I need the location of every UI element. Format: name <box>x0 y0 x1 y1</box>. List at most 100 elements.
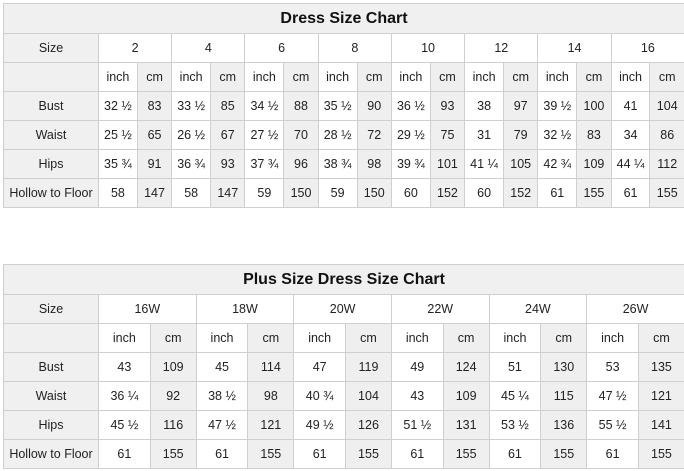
size-header: 16 <box>610 33 684 63</box>
inch-value: 35 ¾ <box>98 149 138 179</box>
size-header-row: Size 2 4 6 8 10 12 14 16 <box>3 33 684 63</box>
cm-value: 130 <box>540 352 588 382</box>
cm-value: 85 <box>210 91 246 121</box>
unit-cm-header: cm <box>247 323 295 353</box>
unit-cm-header: cm <box>637 323 684 353</box>
inch-value: 31 <box>464 120 504 150</box>
unit-inch-header: inch <box>586 323 639 353</box>
size-header: 14 <box>537 33 612 63</box>
inch-value: 33 ½ <box>171 91 212 121</box>
cm-value: 100 <box>576 91 612 121</box>
unit-cm-header: cm <box>210 62 246 92</box>
cm-value: 109 <box>149 352 197 382</box>
unit-inch-header: inch <box>317 62 358 92</box>
cm-value: 119 <box>345 352 392 382</box>
size-header: 12 <box>464 33 539 63</box>
inch-value: 27 ½ <box>244 120 285 150</box>
cm-value: 155 <box>637 439 684 469</box>
unit-cm-header: cm <box>502 62 539 92</box>
row-label: Hips <box>3 410 99 440</box>
inch-value: 61 <box>488 439 542 469</box>
inch-value: 42 ¾ <box>537 149 578 179</box>
inch-value: 51 ½ <box>390 410 444 440</box>
inch-value: 41 <box>610 91 651 121</box>
table-row: Hollow to Floor 58 147 58 147 59 150 59 150 60 152… <box>3 178 684 208</box>
inch-value: 51 <box>488 352 542 382</box>
cm-value: 104 <box>649 91 684 121</box>
inch-value: 61 <box>610 178 651 208</box>
table-row: Hips 45 ½ 116 47 ½ 121 49 ½ 126 51 ½ 131 53 ½ 136 5… <box>3 410 684 440</box>
cm-value: 155 <box>149 439 197 469</box>
unit-inch-header: inch <box>244 62 285 92</box>
inch-value: 61 <box>195 439 249 469</box>
size-header-row: Size 16W 18W 20W 22W 24W 26W <box>3 294 684 324</box>
cm-value: 105 <box>502 149 539 179</box>
cm-value: 124 <box>442 352 490 382</box>
inch-value: 53 ½ <box>488 410 542 440</box>
inch-value: 47 ½ <box>586 381 639 411</box>
unit-label-empty <box>3 323 99 353</box>
table-row: Bust 32 ½ 83 33 ½ 85 34 ½ 88 35 ½ 90 36 ½ 93 38 97 39… <box>3 91 684 121</box>
size-header: 10 <box>390 33 466 63</box>
size-header: 18W <box>195 294 295 324</box>
inch-value: 43 <box>390 381 444 411</box>
cm-value: 136 <box>540 410 588 440</box>
inch-value: 59 <box>244 178 285 208</box>
cm-value: 112 <box>649 149 684 179</box>
inch-value: 61 <box>98 439 151 469</box>
cm-value: 131 <box>442 410 490 440</box>
plus-size-dress-size-chart-table: Plus Size Dress Size Chart Size 16W 18W 20W 2… <box>3 264 684 469</box>
unit-inch-header: inch <box>98 323 151 353</box>
cm-value: 115 <box>540 381 588 411</box>
cm-value: 126 <box>345 410 392 440</box>
inch-value: 41 ¼ <box>464 149 504 179</box>
cm-value: 93 <box>210 149 246 179</box>
cm-value: 150 <box>356 178 392 208</box>
cm-value: 152 <box>429 178 466 208</box>
unit-inch-header: inch <box>195 323 249 353</box>
inch-value: 55 ½ <box>586 410 639 440</box>
unit-cm-header: cm <box>429 62 466 92</box>
unit-inch-header: inch <box>488 323 542 353</box>
table-row: Waist 36 ¼ 92 38 ½ 98 40 ¾ 104 43 109 45 ¼ 115 47 ½… <box>3 381 684 411</box>
cm-value: 155 <box>649 178 684 208</box>
cm-value: 121 <box>637 381 684 411</box>
unit-header-row: inch cm inch cm inch cm inch cm inch cm inch cm inch… <box>3 62 684 92</box>
cm-value: 155 <box>247 439 295 469</box>
unit-cm-header: cm <box>442 323 490 353</box>
unit-cm-header: cm <box>540 323 588 353</box>
unit-cm-header: cm <box>283 62 319 92</box>
inch-value: 29 ½ <box>390 120 431 150</box>
inch-value: 53 <box>586 352 639 382</box>
unit-cm-header: cm <box>576 62 612 92</box>
cm-value: 109 <box>442 381 490 411</box>
inch-value: 60 <box>390 178 431 208</box>
unit-inch-header: inch <box>171 62 212 92</box>
inch-value: 36 ½ <box>390 91 431 121</box>
inch-value: 25 ½ <box>98 120 138 150</box>
inch-value: 61 <box>586 439 639 469</box>
unit-inch-header: inch <box>537 62 578 92</box>
cm-value: 98 <box>247 381 295 411</box>
inch-value: 38 <box>464 91 504 121</box>
inch-value: 44 ¼ <box>610 149 651 179</box>
cm-value: 121 <box>247 410 295 440</box>
size-header: 22W <box>390 294 490 324</box>
unit-cm-header: cm <box>149 323 197 353</box>
inch-value: 39 ½ <box>537 91 578 121</box>
unit-cm-header: cm <box>649 62 684 92</box>
inch-value: 40 ¾ <box>293 381 347 411</box>
unit-inch-header: inch <box>390 323 444 353</box>
inch-value: 49 <box>390 352 444 382</box>
inch-value: 39 ¾ <box>390 149 431 179</box>
size-header: 6 <box>244 33 319 63</box>
inch-value: 32 ½ <box>98 91 138 121</box>
size-header: 2 <box>97 33 173 63</box>
cm-value: 141 <box>637 410 684 440</box>
inch-value: 60 <box>464 178 504 208</box>
size-header: 20W <box>293 294 392 324</box>
cm-value: 101 <box>429 149 466 179</box>
table-row: Waist 25 ½ 65 26 ½ 67 27 ½ 70 28 ½ 72 29 ½ 75 31 79 3… <box>3 120 684 150</box>
cm-value: 97 <box>502 91 539 121</box>
